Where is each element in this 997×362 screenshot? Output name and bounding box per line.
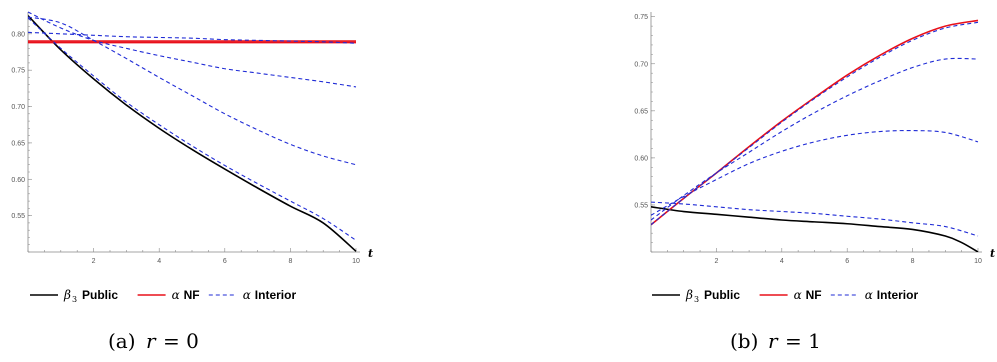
y-tick-label: 0.75	[634, 14, 648, 21]
x-tick-label: 10	[974, 258, 982, 265]
legend-symbol: α	[865, 288, 873, 302]
x-tick-label: 6	[845, 258, 849, 265]
y-tick-label: 0.65	[11, 140, 25, 147]
legend-label-interior: Interior	[255, 288, 297, 302]
x-tick-label: 10	[352, 258, 360, 265]
caption-prefix: (a)	[108, 329, 136, 353]
series-line-interior-2	[651, 57, 979, 221]
series-line-interior-3	[651, 130, 979, 216]
legend-symbol: α	[172, 288, 180, 302]
series-line-public	[651, 206, 979, 252]
legend-label-public: Public	[82, 288, 118, 302]
caption: (b) r = 1	[730, 329, 821, 353]
y-tick-label: 0.75	[11, 68, 25, 75]
plot-area	[651, 19, 979, 252]
legend: β 3 Public α NF α Interior	[652, 288, 918, 304]
y-tick-label: 0.60	[634, 155, 648, 162]
legend-subscript: 3	[72, 295, 77, 304]
x-axis-label: t	[368, 247, 373, 260]
caption-equation: = 1	[785, 329, 821, 353]
legend-subscript: 3	[694, 295, 699, 304]
caption-prefix: (b)	[730, 329, 758, 353]
series-line-interior-2	[28, 11, 357, 88]
y-tick-label: 0.65	[634, 108, 648, 115]
plot-area	[28, 11, 357, 252]
y-tick-label: 0.55	[634, 202, 648, 209]
y-tick-label: 0.60	[11, 177, 25, 184]
x-tick-label: 8	[288, 258, 292, 265]
series-line-interior-3	[28, 16, 357, 166]
x-tick-label: 2	[92, 258, 96, 265]
legend-label-nf: NF	[806, 288, 822, 302]
legend-symbol: β	[685, 288, 693, 302]
x-tick-label: 2	[714, 258, 718, 265]
series-line-interior-4	[651, 201, 979, 237]
series-line-interior-4	[28, 17, 357, 241]
caption-variable: r	[768, 329, 779, 353]
legend-symbol: β	[63, 288, 71, 302]
legend: β 3 Public α NF α Interior	[30, 288, 296, 304]
series-line-public	[28, 15, 357, 252]
legend-label-nf: NF	[184, 288, 200, 302]
caption-equation: = 0	[163, 329, 199, 353]
x-tick-label: 8	[911, 258, 915, 265]
y-tick-label: 0.70	[634, 61, 648, 68]
legend-label-public: Public	[704, 288, 740, 302]
legend-label-interior: Interior	[877, 288, 919, 302]
caption: (a) r = 0	[108, 329, 199, 353]
series-line-nf	[651, 19, 979, 226]
y-tick-label: 0.55	[11, 213, 25, 220]
legend-symbol: α	[794, 288, 802, 302]
legend-symbol: α	[243, 288, 251, 302]
x-tick-label: 4	[780, 258, 784, 265]
chart-panel-a: 2 4 6 8 10 0.55 0.60 0.65 0.70 0.75 0.80 t β 3 Public α…	[11, 11, 373, 353]
y-tick-label: 0.70	[11, 104, 25, 111]
caption-variable: r	[146, 329, 157, 353]
series-line-interior	[651, 21, 979, 226]
x-tick-label: 4	[157, 258, 161, 265]
x-tick-label: 6	[223, 258, 227, 265]
y-tick-label: 0.80	[11, 31, 25, 38]
x-axis-label: t	[990, 247, 995, 260]
